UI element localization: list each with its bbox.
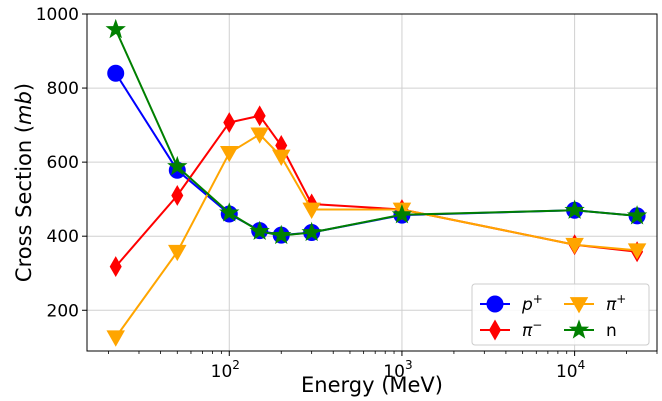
y-axis-title-unit: mb [12,91,36,125]
legend-box [471,283,650,346]
legend-entry: p+ [480,292,543,315]
data-point-triangle-down [627,243,647,260]
y-tick-label: 800 [47,79,79,99]
legend-marker [569,297,589,314]
data-point-triangle-down [168,244,187,262]
data-point-star [249,220,270,241]
y-tick-label: 400 [47,227,79,247]
data-point-star [167,155,188,176]
data-point-triangle-down [250,127,269,144]
y-tick-label: 600 [47,153,79,173]
legend-entry: π− [480,318,542,341]
legend: p+ π− π+ n [471,283,650,346]
data-point-triangle-down [106,330,125,347]
series-3 [106,127,647,347]
legend-marker [488,319,502,341]
y-tick-label: 1000 [36,5,79,25]
x-tick-label: 102 [211,358,240,382]
legend-label: π− [522,318,542,341]
data-point-circle [107,64,125,82]
x-tick-label: 103 [383,358,412,382]
data-point-star [105,18,126,39]
series-2 [109,105,644,278]
x-tick-label: 104 [556,358,585,382]
data-point-diamond [253,105,266,127]
series-line [114,114,638,268]
legend-label: p+ [521,292,543,315]
y-axis-title-close: ) [12,83,36,91]
data-point-diamond [223,112,236,133]
x-axis-ticks: 102 103 104 [108,351,658,382]
data-point-star [301,221,322,242]
data-point-star [219,202,240,222]
data-point-star [391,204,413,224]
series-4 [105,18,648,245]
plot-frame [86,13,658,352]
series-line [114,29,638,237]
series-layer [105,18,648,347]
data-point-triangle-down [220,145,239,163]
data-point-star [564,199,585,219]
legend-marker [568,319,590,339]
data-point-star [271,224,292,245]
y-axis-title-main: Cross Section ( [12,125,36,282]
y-axis-ticks: 200 400 600 800 1000 [36,5,87,321]
y-tick-label: 200 [47,301,79,321]
legend-entry: n [564,319,617,341]
grid [87,13,657,351]
x-axis-title: Energy (MeV) [301,373,443,397]
legend-entry: π+ [564,292,626,315]
y-axis-title: Cross Section (mb) [12,83,36,282]
legend-label: π+ [606,292,626,315]
data-point-triangle-down [565,237,584,255]
data-point-triangle-down [271,149,291,166]
data-point-diamond [171,185,184,206]
data-point-triangle-down [302,202,321,219]
series-1 [107,64,646,244]
data-point-star [626,205,648,225]
legend-label: n [606,321,617,341]
data-point-diamond [109,256,122,278]
legend-marker [486,295,504,313]
